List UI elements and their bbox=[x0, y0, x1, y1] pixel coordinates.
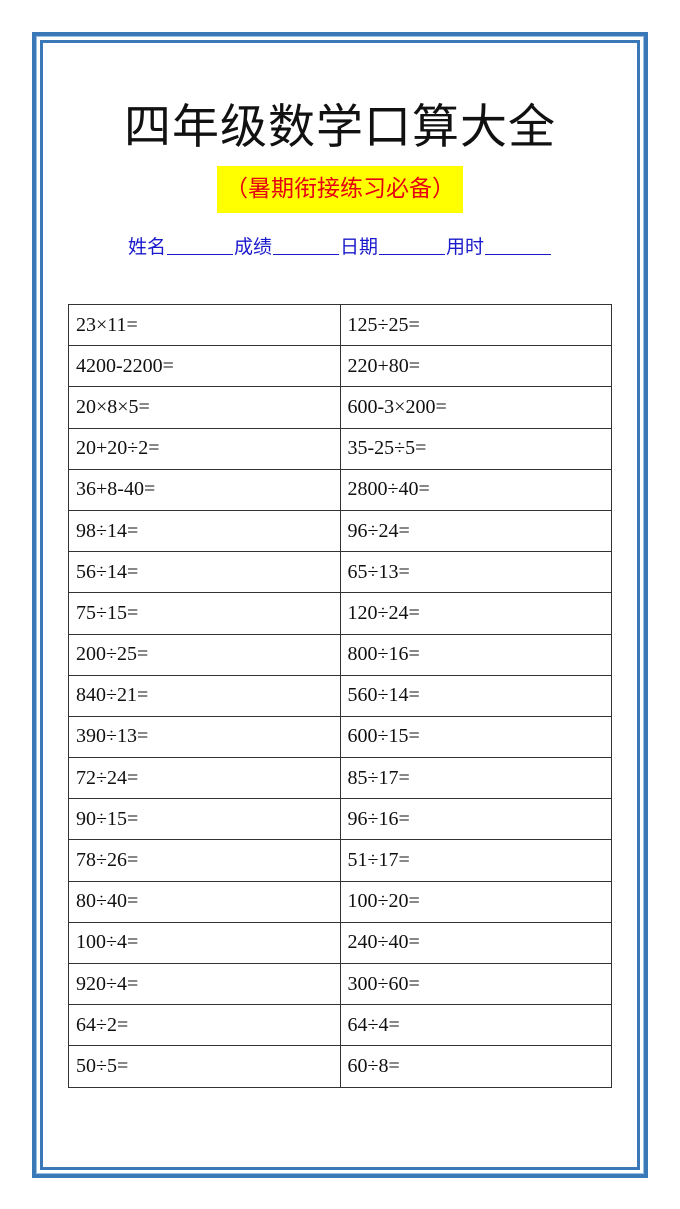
page-title: 四年级数学口算大全 bbox=[124, 100, 556, 155]
student-info-fields: 姓名 成绩 日期 用时 bbox=[0, 232, 680, 259]
problem-cell: 100÷20= bbox=[339, 880, 612, 923]
problem-cell: 50÷5= bbox=[68, 1045, 341, 1088]
table-row: 90÷15= 96÷16= bbox=[68, 798, 612, 841]
table-row: 920÷4= 300÷60= bbox=[68, 962, 612, 1006]
problem-cell: 390÷13= bbox=[68, 715, 341, 759]
table-row: 75÷15= 120÷24= bbox=[68, 592, 612, 635]
name-label: 姓名 bbox=[127, 236, 166, 258]
problem-cell: 75÷15= bbox=[68, 592, 341, 635]
table-row: 50÷5= 60÷8= bbox=[68, 1045, 612, 1088]
problem-cell: 98÷14= bbox=[68, 509, 341, 553]
problem-cell: 56÷14= bbox=[68, 551, 341, 594]
problem-cell: 125÷25= bbox=[339, 303, 612, 347]
problem-cell: 600-3×200= bbox=[339, 386, 612, 429]
score-blank bbox=[273, 236, 339, 255]
problem-cell: 72÷24= bbox=[68, 757, 341, 800]
problem-cell: 560÷14= bbox=[339, 674, 612, 717]
score-label: 成绩 bbox=[233, 236, 272, 258]
page-border-middle bbox=[36, 36, 644, 1174]
time-label: 用时 bbox=[446, 236, 485, 258]
problem-cell: 96÷16= bbox=[339, 798, 612, 841]
problem-cell: 78÷26= bbox=[68, 839, 341, 882]
problem-cell: 65÷13= bbox=[339, 551, 612, 594]
problem-cell: 2800÷40= bbox=[339, 468, 612, 511]
page-border-inner bbox=[40, 40, 640, 1170]
problem-cell: 23×11= bbox=[68, 303, 341, 347]
table-row: 200÷25= 800÷16= bbox=[68, 633, 612, 676]
table-row: 72÷24= 85÷17= bbox=[68, 757, 612, 800]
table-row: 20+20÷2= 35-25÷5= bbox=[68, 427, 612, 470]
problem-cell: 920÷4= bbox=[68, 962, 341, 1006]
table-row: 4200-2200= 220+80= bbox=[68, 345, 612, 388]
page-border-outer bbox=[32, 32, 648, 1178]
problem-cell: 85÷17= bbox=[339, 757, 612, 800]
problem-cell: 240÷40= bbox=[339, 921, 612, 965]
problem-cell: 300÷60= bbox=[339, 962, 612, 1006]
problem-cell: 220+80= bbox=[339, 345, 612, 388]
table-row: 840÷21= 560÷14= bbox=[68, 674, 612, 717]
table-row: 78÷26= 51÷17= bbox=[68, 839, 612, 882]
problem-cell: 100÷4= bbox=[68, 921, 341, 965]
table-row: 20×8×5= 600-3×200= bbox=[68, 386, 612, 429]
problem-cell: 60÷8= bbox=[339, 1045, 612, 1088]
name-blank bbox=[166, 236, 233, 255]
problem-cell: 35-25÷5= bbox=[339, 427, 612, 470]
table-row: 64÷2= 64÷4= bbox=[68, 1004, 612, 1047]
problem-cell: 64÷4= bbox=[339, 1004, 612, 1047]
table-row: 80÷40= 100÷20= bbox=[68, 880, 612, 923]
problem-cell: 20×8×5= bbox=[68, 386, 341, 429]
problem-cell: 80÷40= bbox=[68, 880, 341, 923]
problem-cell: 36+8-40= bbox=[68, 468, 341, 511]
time-blank bbox=[485, 236, 552, 255]
problem-cell: 800÷16= bbox=[339, 633, 612, 676]
table-row: 36+8-40= 2800÷40= bbox=[68, 468, 612, 511]
table-row: 98÷14= 96÷24= bbox=[68, 509, 612, 553]
problem-cell: 20+20÷2= bbox=[68, 427, 341, 470]
problem-cell: 600÷15= bbox=[339, 715, 612, 759]
problem-cell: 4200-2200= bbox=[68, 345, 341, 388]
problem-cell: 200÷25= bbox=[68, 633, 341, 676]
subtitle-highlight: （暑期衔接练习必备） bbox=[217, 166, 463, 213]
problem-cell: 64÷2= bbox=[68, 1004, 341, 1047]
problem-table: 23×11= 125÷25= 4200-2200= 220+80= 20×8×5= 600… bbox=[68, 303, 612, 1088]
date-blank bbox=[379, 236, 446, 255]
table-row: 100÷4= 240÷40= bbox=[68, 921, 612, 965]
table-row: 390÷13= 600÷15= bbox=[68, 715, 612, 759]
table-row: 56÷14= 65÷13= bbox=[68, 551, 612, 594]
date-label: 日期 bbox=[340, 236, 379, 258]
problem-cell: 840÷21= bbox=[68, 674, 341, 717]
problem-cell: 120÷24= bbox=[339, 592, 612, 635]
problem-cell: 96÷24= bbox=[339, 509, 612, 553]
problem-cell: 51÷17= bbox=[339, 839, 612, 882]
table-row: 23×11= 125÷25= bbox=[68, 303, 612, 347]
problem-cell: 90÷15= bbox=[68, 798, 341, 841]
